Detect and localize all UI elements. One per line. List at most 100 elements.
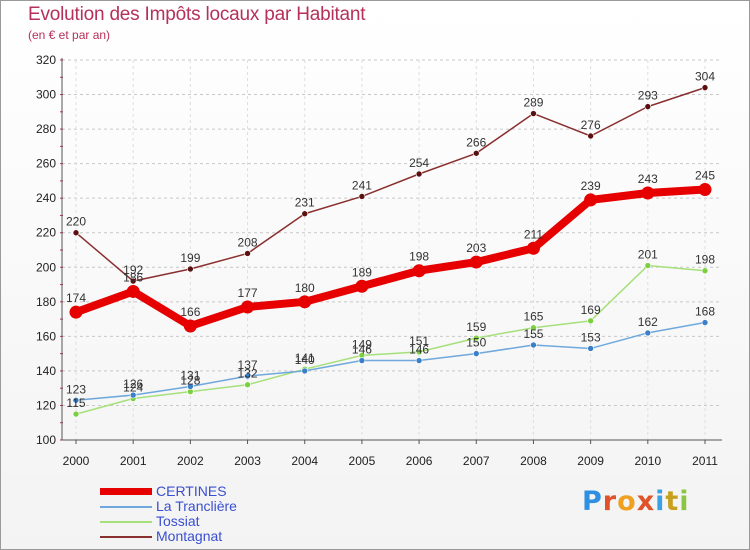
data-label-tossiat: 128 bbox=[180, 374, 200, 388]
data-point-montagnat bbox=[187, 265, 194, 273]
data-point-certines bbox=[355, 279, 369, 293]
y-tick-label: 120 bbox=[36, 398, 56, 412]
data-label-tossiat: 201 bbox=[638, 248, 658, 262]
data-point-la-tranclière bbox=[415, 357, 423, 364]
legend: CERTINES La Tranclière Tossiat Montagnat bbox=[100, 484, 237, 544]
data-label-la-tranclière: 126 bbox=[123, 377, 143, 391]
logo-letter: i bbox=[679, 486, 690, 517]
legend-label-certines: CERTINES bbox=[156, 483, 227, 499]
data-label-la-tranclière: 131 bbox=[180, 368, 200, 382]
data-label-tossiat: 165 bbox=[523, 310, 543, 324]
data-point-tossiat bbox=[587, 317, 594, 325]
y-tick-label: 180 bbox=[36, 295, 56, 309]
data-point-la-tranclière bbox=[587, 345, 594, 352]
data-label-tossiat: 151 bbox=[409, 334, 429, 348]
data-point-certines bbox=[526, 241, 540, 255]
series-line-montagnat bbox=[75, 86, 706, 282]
chart-title: Evolution des Impôts locaux par Habitant bbox=[28, 4, 366, 25]
logo-letter: o bbox=[617, 486, 637, 517]
y-tick-label: 100 bbox=[36, 433, 56, 447]
y-tick-label: 300 bbox=[36, 88, 56, 102]
y-tick-label: 240 bbox=[36, 191, 56, 205]
data-label-certines: 166 bbox=[180, 305, 200, 319]
data-label-certines: 203 bbox=[466, 241, 486, 255]
data-point-montagnat bbox=[358, 193, 366, 200]
data-label-montagnat: 220 bbox=[66, 215, 86, 229]
data-point-montagnat bbox=[587, 132, 594, 140]
data-label-montagnat: 241 bbox=[352, 178, 372, 192]
data-point-montagnat bbox=[644, 103, 652, 110]
data-label-montagnat: 192 bbox=[123, 263, 143, 277]
x-tick-label: 2006 bbox=[406, 454, 433, 468]
data-label-certines: 177 bbox=[238, 286, 258, 300]
data-label-certines: 211 bbox=[524, 227, 543, 241]
data-label-la-tranclière: 146 bbox=[352, 343, 372, 357]
y-tick-label: 260 bbox=[36, 157, 56, 171]
data-point-montagnat bbox=[301, 210, 309, 218]
y-tick-label: 320 bbox=[36, 53, 56, 67]
data-point-certines bbox=[241, 300, 255, 314]
x-tick-label: 2009 bbox=[577, 454, 604, 468]
legend-swatch-la-tranclière bbox=[100, 505, 152, 508]
data-point-la-tranclière bbox=[701, 319, 709, 326]
data-point-certines bbox=[183, 319, 197, 333]
data-point-montagnat bbox=[530, 110, 537, 117]
data-point-la-tranclière bbox=[187, 383, 194, 390]
x-tick-label: 2003 bbox=[234, 454, 261, 468]
data-point-la-tranclière bbox=[244, 372, 251, 380]
data-point-tossiat bbox=[472, 334, 480, 342]
logo-letter: x bbox=[636, 486, 656, 517]
x-tick-label: 2011 bbox=[692, 454, 718, 468]
legend-label-tossiat: Tossiat bbox=[156, 513, 200, 529]
data-label-tossiat: 132 bbox=[238, 367, 258, 381]
data-point-la-tranclière bbox=[301, 367, 309, 375]
data-point-la-tranclière bbox=[472, 350, 480, 357]
data-point-tossiat bbox=[701, 267, 709, 275]
data-label-certines: 198 bbox=[409, 250, 429, 264]
data-point-montagnat bbox=[701, 84, 709, 91]
legend-swatch-tossiat bbox=[100, 520, 152, 523]
x-tick-label: 2007 bbox=[463, 454, 490, 468]
legend-swatch-montagnat bbox=[100, 535, 152, 538]
data-point-la-tranclière bbox=[644, 329, 652, 337]
data-label-la-tranclière: 140 bbox=[295, 353, 315, 367]
data-label-tossiat: 141 bbox=[295, 351, 315, 365]
data-label-la-tranclière: 123 bbox=[66, 382, 86, 396]
legend-item-la-tranclière: La Tranclière bbox=[100, 499, 237, 514]
data-label-tossiat: 159 bbox=[466, 320, 486, 334]
data-label-montagnat: 254 bbox=[409, 156, 429, 170]
chart-subtitle: (en € et par an) bbox=[28, 28, 111, 42]
series-line-la-tranclière bbox=[75, 321, 706, 402]
x-tick-label: 2010 bbox=[634, 454, 661, 468]
data-label-la-tranclière: 162 bbox=[638, 315, 658, 329]
data-point-tossiat bbox=[530, 324, 537, 332]
legend-label-la-tranclière: La Tranclière bbox=[156, 498, 237, 514]
data-label-la-tranclière: 168 bbox=[695, 305, 715, 319]
data-label-la-tranclière: 146 bbox=[409, 343, 429, 357]
y-tick-label: 160 bbox=[36, 329, 56, 343]
data-label-montagnat: 293 bbox=[638, 89, 658, 103]
logo-letter: P bbox=[582, 486, 603, 517]
data-label-montagnat: 289 bbox=[523, 96, 543, 110]
y-tick-label: 280 bbox=[36, 122, 56, 136]
data-point-tossiat bbox=[72, 410, 80, 418]
data-label-tossiat: 169 bbox=[581, 303, 601, 317]
data-point-la-tranclière bbox=[72, 396, 80, 404]
data-point-montagnat bbox=[129, 277, 137, 285]
data-label-montagnat: 276 bbox=[581, 118, 601, 132]
y-tick-label: 140 bbox=[36, 364, 56, 378]
data-point-tossiat bbox=[244, 381, 251, 389]
legend-item-montagnat: Montagnat bbox=[100, 529, 237, 544]
data-point-certines bbox=[69, 305, 83, 319]
legend-item-certines: CERTINES bbox=[100, 484, 237, 499]
data-point-tossiat bbox=[644, 262, 652, 269]
logo-letter: i bbox=[655, 486, 666, 517]
data-label-certines: 245 bbox=[695, 169, 715, 183]
data-point-certines bbox=[584, 193, 598, 207]
data-label-tossiat: 124 bbox=[123, 381, 143, 395]
data-point-la-tranclière bbox=[129, 391, 137, 399]
data-point-certines bbox=[412, 264, 426, 278]
series-line-certines bbox=[72, 185, 709, 330]
data-point-certines bbox=[469, 255, 483, 269]
